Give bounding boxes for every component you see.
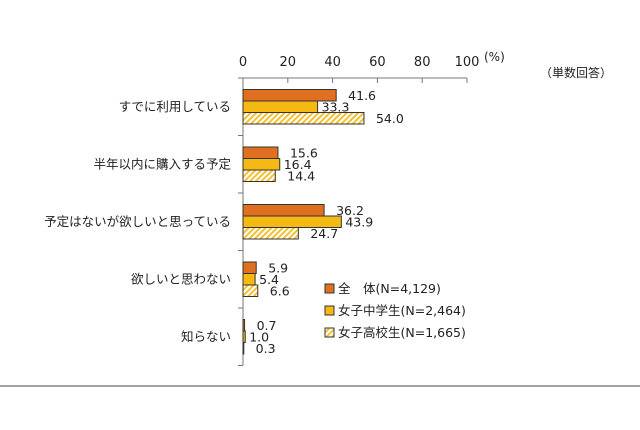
legend-label: 女子高校生(N=1,665) [338,325,466,340]
data-label: 33.3 [322,100,350,115]
bar [242,342,245,355]
data-label: 6.6 [270,284,290,299]
x-tick-label: 40 [324,55,341,70]
data-label: 5.9 [268,261,288,276]
data-label: 5.4 [259,272,279,287]
category-label: 知らない [181,329,231,344]
data-label: 24.7 [310,226,338,241]
category-label: 半年以内に購入する予定 [93,156,231,171]
category-label: 予定はないが欲しいと思っている [44,214,231,229]
data-label: 36.2 [336,203,364,218]
data-label: 54.0 [376,111,404,126]
data-label: 14.4 [287,169,315,184]
x-tick-label: 0 [239,55,247,70]
legend-swatch [324,305,335,316]
category-label: 欲しいと思わない [131,271,231,286]
data-label: 43.9 [345,215,373,230]
category-label: すでに利用している [119,99,231,114]
bar [242,330,246,343]
data-label: 16.4 [284,157,312,172]
bar [242,158,281,171]
legend-swatch [324,327,335,338]
data-label: 15.6 [290,146,318,161]
x-tick-label: 80 [414,55,431,70]
bar [242,261,257,274]
bar [242,204,325,217]
bar [242,273,256,286]
legend-swatch [324,283,335,294]
bar [242,227,299,240]
legend-label: 全 体(N=4,129) [338,281,441,296]
bar [242,284,259,297]
bar [242,100,319,113]
bar [242,169,276,182]
data-label: 0.7 [257,318,277,333]
x-tick-label: 60 [369,55,386,70]
legend-label: 女子中学生(N=2,464) [338,303,466,318]
answer-note: （単数回答） [540,65,612,80]
data-label: 41.6 [348,88,376,103]
bar [242,319,246,332]
bar [242,112,365,125]
data-label: 1.0 [249,330,269,345]
x-tick-label: 100 [455,55,480,70]
bar [242,146,279,159]
data-label: 0.3 [256,341,276,356]
x-tick-label: 20 [280,55,297,70]
unit-label: (%) [484,50,505,64]
